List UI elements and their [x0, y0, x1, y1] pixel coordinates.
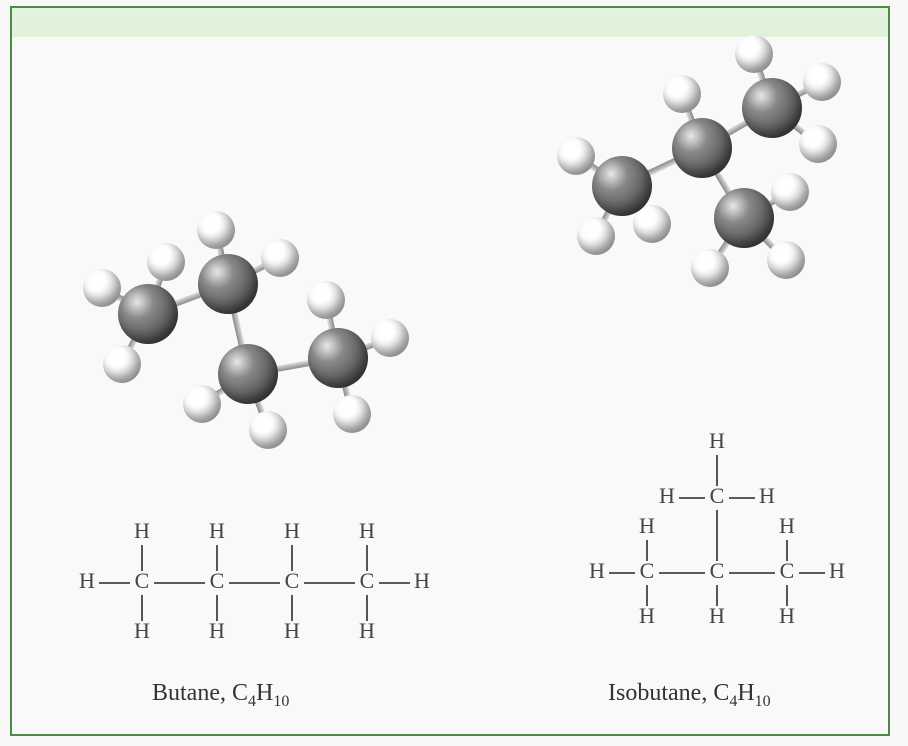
svg-text:C: C: [285, 568, 300, 593]
molecule-name: Isobutane: [608, 680, 701, 706]
svg-text:H: H: [779, 513, 795, 538]
carbon-atom: [592, 156, 652, 216]
hydrogen-atom: [183, 385, 221, 423]
hydrogen-atom: [197, 211, 235, 249]
svg-text:H: H: [759, 483, 775, 508]
butane-structural-formula: CCCCHHHHHHHHHH: [42, 493, 442, 673]
svg-text:H: H: [209, 518, 225, 543]
svg-text:H: H: [284, 618, 300, 643]
svg-text:H: H: [79, 568, 95, 593]
butane-model: [52, 188, 452, 468]
isobutane-model: [522, 28, 882, 308]
svg-text:C: C: [135, 568, 150, 593]
hydrogen-atom: [799, 125, 837, 163]
hydrogen-atom: [767, 241, 805, 279]
molecule-name: Butane: [152, 680, 220, 706]
diagram-frame: CCCCHHHHHHHHHHButane, C4H10CCCCHHHHHHHHH…: [10, 6, 890, 736]
svg-text:C: C: [710, 558, 725, 583]
svg-text:H: H: [414, 568, 430, 593]
hydrogen-atom: [691, 249, 729, 287]
svg-text:H: H: [829, 558, 845, 583]
hydrogen-atom: [333, 395, 371, 433]
svg-text:H: H: [709, 428, 725, 453]
butane-caption: Butane, C4H10: [152, 680, 289, 711]
svg-text:H: H: [639, 513, 655, 538]
svg-text:H: H: [589, 558, 605, 583]
carbon-atom: [198, 254, 258, 314]
hydrogen-atom: [663, 75, 701, 113]
carbon-atom: [218, 344, 278, 404]
isobutane-structural-formula: CCCCHHHHHHHHHH: [552, 378, 882, 668]
hydrogen-atom: [249, 411, 287, 449]
svg-text:H: H: [659, 483, 675, 508]
hydrogen-atom: [147, 243, 185, 281]
svg-text:C: C: [780, 558, 795, 583]
svg-text:H: H: [134, 518, 150, 543]
svg-text:H: H: [779, 603, 795, 628]
hydrogen-atom: [771, 173, 809, 211]
svg-text:C: C: [640, 558, 655, 583]
isobutane-caption: Isobutane, C4H10: [608, 680, 771, 711]
molecular-formula: C4H10: [232, 680, 289, 706]
carbon-atom: [672, 118, 732, 178]
svg-text:H: H: [209, 618, 225, 643]
carbon-atom: [742, 78, 802, 138]
hydrogen-atom: [83, 269, 121, 307]
molecular-formula: C4H10: [713, 680, 770, 706]
svg-text:C: C: [360, 568, 375, 593]
carbon-atom: [118, 284, 178, 344]
svg-text:C: C: [210, 568, 225, 593]
svg-text:H: H: [359, 518, 375, 543]
svg-text:H: H: [134, 618, 150, 643]
hydrogen-atom: [803, 63, 841, 101]
hydrogen-atom: [103, 345, 141, 383]
svg-text:H: H: [359, 618, 375, 643]
carbon-atom: [308, 328, 368, 388]
hydrogen-atom: [735, 35, 773, 73]
hydrogen-atom: [261, 239, 299, 277]
svg-text:H: H: [284, 518, 300, 543]
hydrogen-atom: [307, 281, 345, 319]
svg-text:C: C: [710, 483, 725, 508]
hydrogen-atom: [577, 217, 615, 255]
hydrogen-atom: [557, 137, 595, 175]
hydrogen-atom: [371, 319, 409, 357]
svg-text:H: H: [639, 603, 655, 628]
svg-text:H: H: [709, 603, 725, 628]
carbon-atom: [714, 188, 774, 248]
